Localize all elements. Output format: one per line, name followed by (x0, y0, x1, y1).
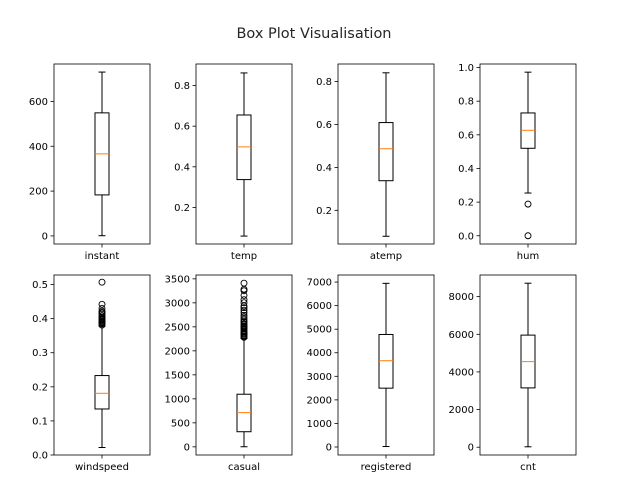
y-tick-label-atemp: 0.6 (316, 120, 332, 131)
outlier-point-windspeed (98, 312, 106, 320)
y-tick-label-casual: 2500 (165, 322, 190, 333)
y-tick-label-registered: 6000 (307, 301, 332, 312)
subplot-casual: 0 500 1000 1500 2000 2500 3000 3500 casual (165, 274, 293, 473)
subplot-temp: 0.2 0.4 0.6 0.8 temp (174, 63, 293, 262)
x-label-hum: hum (517, 251, 539, 262)
outlier-point-casual (240, 309, 248, 317)
y-tick-label-windspeed: 0.5 (32, 280, 48, 291)
x-label-registered: registered (361, 462, 412, 473)
y-tick-label-temp: 0.4 (174, 162, 190, 173)
y-tick-label-temp: 0.8 (174, 81, 190, 92)
y-tick-label-hum: 0.4 (458, 164, 474, 175)
outlier-point-hum (524, 232, 532, 240)
outlier-point-windspeed (98, 304, 106, 312)
y-tick-label-windspeed: 0.3 (32, 348, 48, 359)
outlier-point-casual (240, 296, 248, 304)
y-tick-label-cnt: 6000 (449, 330, 474, 341)
y-tick-label-atemp: 0.2 (316, 206, 332, 217)
subplot-cnt: 0 2000 4000 6000 8000 cnt (449, 274, 577, 473)
outlier-point-windspeed (98, 307, 106, 315)
outlier-point-casual (240, 299, 248, 307)
y-tick-label-hum: 0.0 (458, 231, 474, 242)
iqr-box-atemp (378, 122, 394, 182)
outlier-point-windspeed (98, 278, 106, 286)
y-tick-label-hum: 0.8 (458, 97, 474, 108)
y-tick-label-registered: 7000 (307, 278, 332, 289)
y-tick-label-atemp: 0.4 (316, 163, 332, 174)
outlier-point-casual (240, 304, 248, 312)
figure-title: Box Plot Visualisation (236, 26, 391, 42)
subplot-instant: 0 200 400 600 instant (29, 63, 151, 262)
y-tick-label-atemp: 0.8 (316, 77, 332, 88)
outlier-point-casual (240, 320, 248, 328)
y-tick-label-cnt: 0 (468, 443, 474, 454)
iqr-box-windspeed (94, 375, 110, 410)
y-tick-label-casual: 3500 (165, 274, 190, 285)
y-tick-label-temp: 0.6 (174, 122, 190, 133)
subplot-grid: 0200400600instant0.20.40.60.8temp0.20.40… (29, 63, 577, 473)
x-label-windspeed: windspeed (75, 462, 129, 473)
outlier-point-hum (524, 200, 532, 208)
outlier-point-casual (240, 313, 248, 321)
y-tick-label-hum: 1.0 (458, 63, 474, 74)
y-tick-label-registered: 1000 (307, 419, 332, 430)
y-tick-label-casual: 0 (184, 442, 190, 453)
y-tick-label-instant: 400 (29, 142, 48, 153)
y-tick-label-casual: 3000 (165, 298, 190, 309)
x-label-casual: casual (228, 462, 260, 473)
outlier-point-casual (240, 315, 248, 323)
y-tick-label-casual: 1500 (165, 370, 190, 381)
y-tick-label-windspeed: 0.4 (32, 314, 48, 325)
y-tick-label-cnt: 4000 (449, 367, 474, 378)
y-tick-label-registered: 4000 (307, 348, 332, 359)
subplot-atemp: 0.2 0.4 0.6 0.8 atemp (316, 63, 435, 262)
y-tick-label-registered: 0 (326, 442, 332, 453)
y-tick-label-casual: 500 (171, 418, 190, 429)
y-tick-label-windspeed: 0.1 (32, 416, 48, 427)
y-tick-label-hum: 0.2 (458, 198, 474, 209)
y-tick-label-instant: 600 (29, 97, 48, 108)
y-tick-label-registered: 3000 (307, 372, 332, 383)
y-tick-label-cnt: 2000 (449, 405, 474, 416)
outlier-point-casual (240, 311, 248, 319)
subplot-hum: 0.0 0.2 0.4 0.6 0.8 1.0 hum (458, 63, 577, 262)
x-label-temp: temp (231, 251, 257, 262)
y-tick-label-instant: 0 (42, 231, 48, 242)
y-tick-label-instant: 200 (29, 187, 48, 198)
subplot-registered: 0 1000 2000 3000 4000 5000 6000 7000 registered (307, 274, 435, 473)
y-tick-label-casual: 1000 (165, 394, 190, 405)
outlier-point-windspeed (98, 300, 106, 308)
outlier-point-casual (240, 306, 248, 314)
y-tick-label-cnt: 8000 (449, 292, 474, 303)
y-tick-label-casual: 2000 (165, 346, 190, 357)
y-tick-label-registered: 5000 (307, 325, 332, 336)
x-label-cnt: cnt (520, 462, 536, 473)
x-label-atemp: atemp (370, 251, 402, 262)
y-tick-label-hum: 0.6 (458, 130, 474, 141)
x-label-instant: instant (85, 251, 120, 262)
y-tick-label-windspeed: 0.2 (32, 382, 48, 393)
outlier-point-casual (240, 279, 248, 287)
y-tick-label-windspeed: 0.0 (32, 451, 48, 462)
iqr-box-registered (378, 333, 394, 389)
y-tick-label-registered: 2000 (307, 395, 332, 406)
subplot-windspeed: 0.0 0.1 0.2 0.3 0.4 0.5 windspeed (32, 274, 151, 473)
y-tick-label-temp: 0.2 (174, 203, 190, 214)
